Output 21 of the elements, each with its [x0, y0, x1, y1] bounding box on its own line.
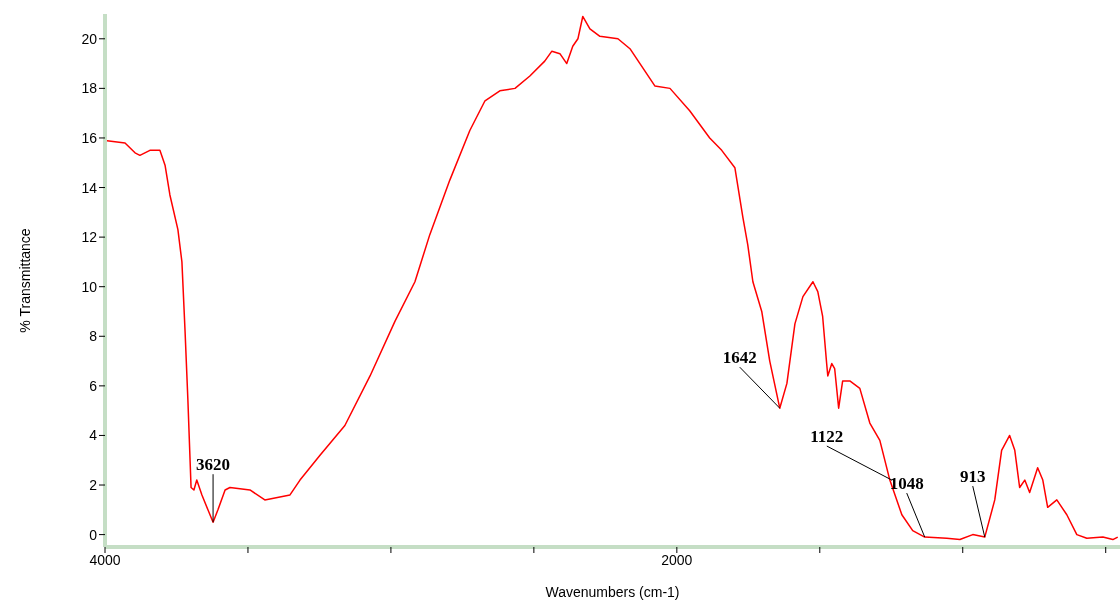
y-tick-label: 8: [89, 328, 98, 345]
y-tick-label: 12: [81, 229, 98, 246]
annotation: 1122: [810, 427, 844, 447]
y-tick-label: 10: [81, 278, 98, 295]
y-tick-label: 0: [89, 526, 98, 543]
line-series: [105, 15, 1119, 541]
y-tick-label: 14: [81, 179, 98, 196]
x-tick-label: 2000: [661, 551, 693, 568]
y-tick-label: 2: [89, 476, 98, 493]
annotation: 1048: [889, 474, 924, 494]
x-axis-title: Wavenumbers (cm-1): [545, 584, 680, 600]
y-tick-label: 20: [81, 30, 98, 47]
y-axis-title: % Transmittance: [16, 228, 33, 333]
y-tick-label: 6: [89, 377, 98, 394]
annotation: 913: [960, 467, 986, 487]
y-tick-label: 16: [81, 129, 98, 146]
x-tick-label: 4000: [89, 551, 121, 568]
annotation: 1642: [722, 348, 757, 368]
y-tick-label: 4: [89, 427, 98, 444]
y-tick-label: 18: [81, 80, 98, 97]
annotation: 3620: [196, 455, 231, 475]
